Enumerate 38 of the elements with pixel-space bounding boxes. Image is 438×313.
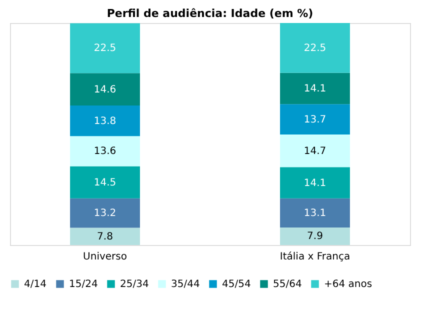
- bar: [70, 136, 140, 166]
- x-tick-label: Itália x França: [280, 252, 350, 262]
- legend-label: 45/54: [222, 279, 251, 290]
- legend-label: 55/64: [273, 279, 302, 290]
- data-label: 7.8: [97, 231, 113, 242]
- legend-label: 15/24: [69, 279, 98, 290]
- bar: [280, 72, 350, 104]
- bar: [280, 104, 350, 135]
- bar: [280, 198, 350, 228]
- data-label: 14.5: [94, 177, 116, 188]
- bar: [70, 228, 140, 245]
- chart-title: Perfil de audiência: Idade (em %): [106, 7, 314, 20]
- legend-label: 35/44: [171, 279, 200, 290]
- bar: [280, 23, 350, 73]
- legend-label: +64 anos: [324, 279, 372, 290]
- x-tick-label: Universo: [83, 252, 127, 262]
- bar: [70, 198, 140, 228]
- bar: [70, 23, 140, 74]
- data-label: 13.7: [304, 114, 326, 126]
- data-label: 7.9: [307, 231, 323, 242]
- data-label: 14.1: [304, 84, 326, 95]
- bar: [280, 134, 350, 168]
- bar: [70, 106, 140, 136]
- data-label: 13.1: [304, 208, 326, 219]
- data-label: 14.1: [304, 178, 326, 189]
- legend-label: 4/14: [24, 279, 46, 290]
- data-label: 13.2: [94, 208, 116, 220]
- data-label: 22.5: [94, 43, 116, 54]
- bar: [280, 227, 350, 245]
- data-label: 13.6: [94, 146, 116, 158]
- data-label: 14.6: [94, 84, 116, 96]
- bar: [70, 166, 140, 198]
- data-label: 14.7: [304, 146, 326, 157]
- data-label: 22.5: [304, 42, 326, 54]
- bar: [280, 167, 350, 198]
- legend-label: 25/34: [120, 279, 149, 290]
- bar: [70, 73, 140, 106]
- data-label: 13.8: [94, 116, 116, 127]
